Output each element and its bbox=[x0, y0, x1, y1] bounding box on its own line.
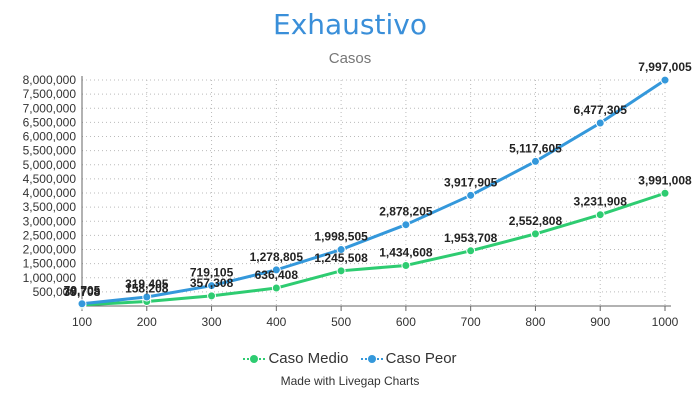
x-tick-label: 900 bbox=[590, 315, 610, 329]
data-point-caso-peor[interactable] bbox=[336, 245, 346, 255]
chart-subtitle: Casos bbox=[328, 50, 372, 67]
data-point-caso-peor[interactable] bbox=[466, 190, 476, 200]
y-tick-label: 500,000 bbox=[33, 285, 77, 299]
series-line-caso-medio bbox=[81, 191, 666, 307]
x-tick-label: 700 bbox=[461, 315, 481, 329]
data-point-caso-medio[interactable] bbox=[595, 210, 605, 220]
x-tick-label: 1000 bbox=[652, 315, 679, 329]
x-tick-label: 600 bbox=[396, 315, 416, 329]
data-label-caso-medio: 158,208 bbox=[125, 282, 169, 296]
data-label-caso-medio: 39,708 bbox=[64, 285, 101, 299]
y-tick-label: 6,000,000 bbox=[23, 130, 77, 144]
data-label-caso-peor: 79,705 bbox=[64, 284, 101, 298]
y-tick-label: 4,000,000 bbox=[23, 186, 77, 200]
data-point-caso-peor[interactable] bbox=[207, 281, 217, 291]
data-label-caso-medio: 1,245,508 bbox=[314, 251, 368, 265]
data-point-caso-peor[interactable] bbox=[271, 265, 281, 275]
legend-label-caso-peor: Caso Peor bbox=[385, 350, 457, 367]
data-label-caso-medio: 357,308 bbox=[190, 276, 234, 290]
data-label-caso-peor: 3,917,905 bbox=[444, 175, 498, 189]
credit-text[interactable]: Made with Livegap Charts bbox=[280, 374, 420, 388]
data-label-caso-peor: 1,998,505 bbox=[314, 230, 368, 244]
series-layer bbox=[77, 75, 670, 310]
data-label-caso-peor: 5,117,605 bbox=[509, 141, 562, 155]
x-tick-label: 300 bbox=[202, 315, 222, 329]
x-tick-label: 200 bbox=[137, 315, 157, 329]
y-tick-label: 4,500,000 bbox=[23, 172, 77, 186]
data-point-caso-peor[interactable] bbox=[142, 292, 152, 302]
data-label-caso-medio: 3,991,008 bbox=[638, 173, 692, 187]
y-tick-label: 1,000,000 bbox=[23, 271, 77, 285]
data-label-caso-medio: 636,408 bbox=[255, 268, 299, 282]
data-point-caso-medio[interactable] bbox=[207, 291, 217, 301]
y-tick-label: 7,500,000 bbox=[23, 87, 77, 101]
y-tick-label: 2,000,000 bbox=[23, 243, 77, 257]
x-tick-label: 400 bbox=[266, 315, 286, 329]
y-tick-label: 6,500,000 bbox=[23, 115, 77, 129]
data-label-caso-medio: 3,231,908 bbox=[574, 195, 628, 209]
x-tick-label: 800 bbox=[525, 315, 545, 329]
y-tick-label: 2,500,000 bbox=[23, 228, 77, 242]
data-label-caso-medio: 1,434,608 bbox=[379, 245, 433, 259]
data-label-caso-peor: 1,278,805 bbox=[250, 250, 304, 264]
data-labels: 39,708 158,208 357,308 636,408 1,245,508 1,43… bbox=[64, 60, 692, 299]
legend-swatch-caso-medio bbox=[243, 354, 266, 364]
y-tick-label: 1,500,000 bbox=[23, 257, 77, 271]
y-tick-label: 8,000,000 bbox=[23, 73, 77, 87]
data-label-caso-peor: 7,997,005 bbox=[638, 60, 692, 74]
legend: Caso Medio Caso Peor bbox=[0, 350, 700, 367]
legend-label-caso-medio: Caso Medio bbox=[268, 350, 349, 367]
axes: 500,0001,000,0001,500,0002,000,0002,500,… bbox=[23, 73, 679, 329]
x-tick-label: 100 bbox=[72, 315, 92, 329]
data-point-caso-peor[interactable] bbox=[595, 118, 605, 128]
data-label-caso-peor: 2,878,205 bbox=[379, 205, 433, 219]
data-point-caso-medio[interactable] bbox=[336, 266, 346, 276]
data-point-caso-medio[interactable] bbox=[271, 283, 281, 293]
y-tick-label: 5,000,000 bbox=[23, 158, 77, 172]
data-point-caso-medio[interactable] bbox=[466, 246, 476, 256]
data-point-caso-medio[interactable] bbox=[660, 188, 670, 198]
y-tick-label: 5,500,000 bbox=[23, 144, 77, 158]
data-point-caso-medio[interactable] bbox=[530, 229, 540, 239]
y-tick-label: 3,500,000 bbox=[23, 200, 77, 214]
legend-item-caso-medio[interactable]: Caso Medio bbox=[243, 350, 349, 367]
data-label-caso-peor: 6,477,305 bbox=[574, 103, 628, 117]
data-label-caso-peor: 319,405 bbox=[125, 277, 169, 291]
data-point-caso-medio[interactable] bbox=[401, 260, 411, 270]
series-line-caso-peor bbox=[81, 78, 666, 306]
legend-item-caso-peor[interactable]: Caso Peor bbox=[360, 350, 457, 367]
x-tick-label: 500 bbox=[331, 315, 351, 329]
legend-swatch-caso-peor bbox=[360, 354, 383, 364]
data-point-caso-peor[interactable] bbox=[530, 156, 540, 166]
data-point-caso-peor[interactable] bbox=[660, 75, 670, 85]
data-point-caso-peor[interactable] bbox=[401, 220, 411, 230]
data-label-caso-peor: 719,105 bbox=[190, 266, 234, 280]
y-tick-label: 7,000,000 bbox=[23, 101, 77, 115]
data-label-caso-medio: 2,552,808 bbox=[509, 214, 563, 228]
chart-title: Exhaustivo bbox=[273, 8, 427, 41]
y-tick-label: 3,000,000 bbox=[23, 214, 77, 228]
data-label-caso-medio: 1,953,708 bbox=[444, 231, 498, 245]
data-point-caso-peor[interactable] bbox=[77, 299, 87, 309]
